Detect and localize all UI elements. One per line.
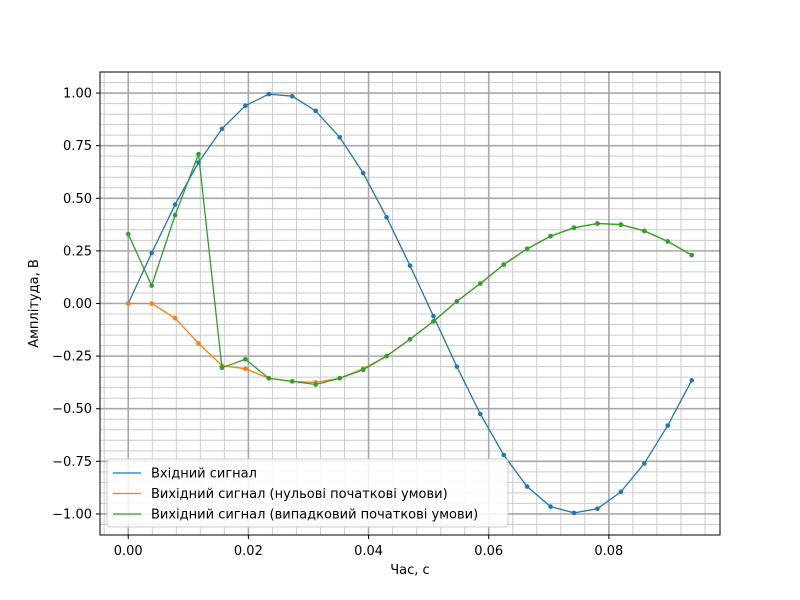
- data-point: [618, 222, 624, 227]
- legend-entry: Вхідний сигнал: [151, 467, 257, 482]
- data-point: [384, 214, 389, 220]
- data-point: [501, 452, 507, 458]
- legend-entry: Вихідний сигнал (випадковий початкові ум…: [151, 508, 478, 523]
- data-point: [266, 91, 272, 97]
- data-point: [289, 379, 295, 384]
- data-point: [196, 151, 201, 157]
- y-tick-label: −1.00: [52, 507, 92, 522]
- data-point: [243, 366, 248, 372]
- data-point: [149, 283, 154, 288]
- data-point: [477, 281, 483, 286]
- data-point: [689, 252, 695, 258]
- data-point: [313, 382, 318, 387]
- x-tick-label: 0.08: [594, 544, 623, 559]
- x-tick-label: 0.02: [234, 544, 263, 559]
- y-tick-label: −0.75: [52, 455, 92, 470]
- axis-ticks: −1.00 −0.75 −0.50 −0.25 0.00 0.25 0.50 0.75 1.00…: [52, 87, 623, 559]
- y-tick-label: 0.25: [63, 244, 92, 259]
- y-tick-label: −0.50: [52, 402, 92, 417]
- y-tick-label: 0.00: [63, 297, 92, 312]
- data-point: [360, 170, 366, 176]
- x-tick-label: 0.06: [474, 544, 503, 559]
- x-axis-label: Час, с: [390, 563, 429, 578]
- data-point: [431, 313, 436, 319]
- data-point: [548, 233, 553, 239]
- series-layer: [125, 91, 695, 516]
- data-point: [618, 489, 624, 495]
- data-point: [524, 246, 530, 252]
- x-tick-label: 0.04: [354, 544, 383, 559]
- data-point: [571, 510, 577, 516]
- data-point: [149, 301, 154, 306]
- data-point: [196, 341, 201, 346]
- data-point: [642, 228, 647, 234]
- data-point: [243, 356, 248, 362]
- data-point: [337, 134, 343, 140]
- data-point: [454, 364, 460, 369]
- data-point: [384, 353, 389, 359]
- y-tick-label: 1.00: [63, 87, 92, 102]
- legend-entry: Вихідний сигнал (нульові початкові умови…: [151, 487, 448, 502]
- data-point: [665, 239, 671, 244]
- data-point: [689, 378, 695, 383]
- data-point: [642, 461, 647, 466]
- data-point: [571, 225, 577, 231]
- legend: Вхідний сигнал Вихідний сигнал (нульові п…: [106, 458, 509, 528]
- data-point: [172, 315, 178, 321]
- data-point: [172, 202, 178, 207]
- data-point: [313, 108, 318, 114]
- y-tick-label: 0.75: [63, 139, 92, 154]
- data-point: [407, 263, 413, 268]
- y-tick-label: 0.50: [63, 192, 92, 207]
- data-point: [595, 221, 600, 226]
- y-tick-label: −0.25: [52, 350, 92, 365]
- data-point: [125, 301, 131, 306]
- data-point: [477, 411, 483, 417]
- data-point: [337, 375, 343, 381]
- data-point: [125, 231, 131, 237]
- data-point: [595, 506, 600, 511]
- data-point: [431, 319, 436, 324]
- x-tick-label: 0.00: [114, 544, 143, 559]
- data-point: [172, 212, 178, 218]
- data-point: [289, 93, 295, 99]
- data-point: [219, 365, 225, 370]
- data-point: [149, 250, 154, 256]
- y-axis-label: Амплітуда, В: [27, 259, 42, 348]
- data-point: [501, 262, 507, 267]
- major-grid: [100, 72, 720, 535]
- data-point: [524, 484, 530, 489]
- data-point: [454, 299, 460, 304]
- data-point: [360, 367, 366, 373]
- data-point: [219, 126, 225, 132]
- data-point: [665, 423, 671, 428]
- data-point: [548, 504, 553, 509]
- data-point: [243, 103, 248, 108]
- legend-box: [106, 458, 509, 528]
- data-point: [266, 375, 272, 381]
- data-point: [407, 336, 413, 342]
